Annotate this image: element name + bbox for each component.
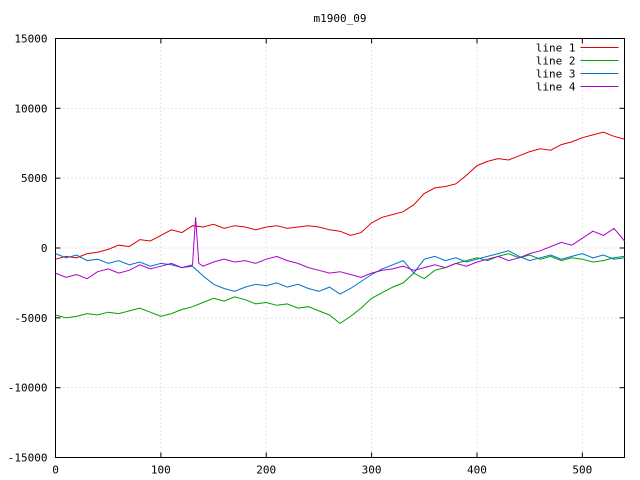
series-line-2 [55, 253, 625, 325]
y-tick-label: -10000 [8, 382, 48, 395]
chart-title: m1900_09 [314, 12, 367, 25]
grid-layer [55, 38, 625, 458]
legend-label: line 2 [536, 55, 576, 68]
y-tick-label: 10000 [14, 102, 47, 115]
tick-labels: 0 100 200 300 400 500 -15000 -10000 -5000 0 5000 10… [8, 33, 593, 477]
x-tick-label: 400 [467, 464, 487, 477]
y-tick-label: 5000 [21, 172, 48, 185]
plot-border-rect [55, 38, 625, 458]
series-line-4 [55, 217, 625, 280]
y-tick-label: -15000 [8, 452, 48, 465]
legend-label: line 3 [536, 68, 576, 81]
legend-label: line 4 [536, 81, 576, 94]
legend-label: line 1 [536, 42, 576, 55]
y-tick-label: 0 [41, 242, 48, 255]
plot-border [55, 38, 625, 458]
y-tick-label: -5000 [14, 312, 47, 325]
series-line-1 [55, 131, 625, 260]
series-layer [55, 131, 625, 325]
x-tick-label: 300 [362, 464, 382, 477]
x-tick-label: 500 [572, 464, 592, 477]
y-tick-label: 15000 [14, 33, 47, 46]
series-line-3 [55, 250, 625, 295]
x-tick-label: 100 [151, 464, 171, 477]
x-tick-label: 200 [256, 464, 276, 477]
x-tick-label: 0 [52, 464, 59, 477]
